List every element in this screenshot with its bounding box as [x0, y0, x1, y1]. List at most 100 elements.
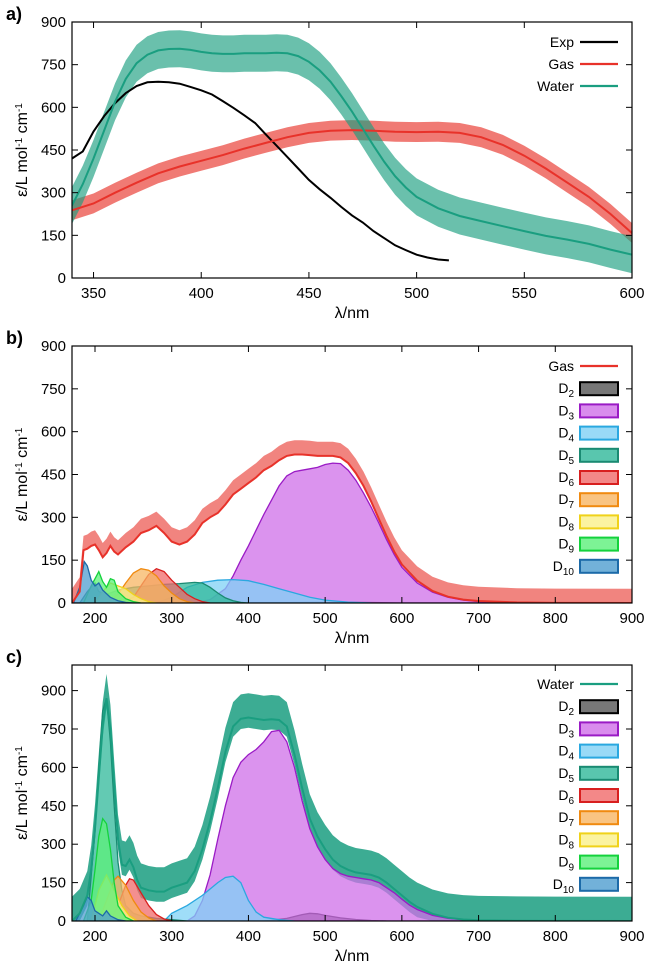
x-tick-label: 700 — [466, 610, 491, 627]
legend-label: D9 — [558, 854, 574, 874]
y-tick-label: 900 — [41, 338, 66, 355]
legend-swatch — [579, 832, 619, 848]
legend-label: Gas — [548, 56, 574, 72]
component-area-d4 — [163, 875, 295, 921]
y-tick-label: 150 — [41, 552, 66, 569]
legend-label: D9 — [558, 536, 574, 556]
component-area-d9 — [82, 817, 134, 921]
legend-label: D5 — [558, 447, 574, 467]
x-tick-label: 200 — [82, 610, 107, 627]
legend-label: D7 — [558, 491, 574, 511]
legend-swatch — [579, 788, 619, 803]
x-tick-label: 500 — [404, 285, 429, 302]
x-tick-label: 300 — [159, 610, 184, 627]
legend-label: D10 — [553, 558, 575, 578]
y-tick-label: 300 — [41, 185, 66, 202]
panel-label: b) — [6, 328, 23, 348]
plot-frame — [71, 664, 633, 922]
series-line-water — [72, 47, 632, 256]
y-tick-label: 0 — [58, 270, 66, 287]
series-band-gas — [72, 120, 632, 243]
legend-swatch — [579, 699, 619, 715]
plot-area — [72, 674, 632, 921]
legend-swatch — [579, 558, 619, 574]
legend-label: D10 — [553, 876, 575, 896]
x-tick-label: 550 — [512, 285, 537, 302]
x-tick-label: 300 — [159, 928, 184, 945]
legend-swatch — [579, 403, 619, 419]
y-tick-label: 900 — [41, 683, 66, 700]
x-tick-label: 200 — [82, 928, 107, 945]
x-tick-label: 800 — [543, 610, 568, 627]
y-tick-label: 450 — [41, 798, 66, 815]
x-tick-label: 400 — [236, 928, 261, 945]
legend-label: D3 — [558, 402, 574, 422]
y-tick-label: 150 — [41, 875, 66, 892]
legend-label: D6 — [558, 469, 574, 489]
y-tick-label: 300 — [41, 509, 66, 526]
y-tick-label: 600 — [41, 99, 66, 116]
legend-label: Water — [537, 676, 574, 692]
y-tick-label: 300 — [41, 836, 66, 853]
y-tick-label: 600 — [41, 424, 66, 441]
panel-label: a) — [6, 4, 22, 24]
total-line-gas — [72, 453, 632, 603]
legend-swatch — [579, 470, 619, 485]
panel-c: 0 150 300 450 600 750 900 200 300 400 500 600 700 800… — [6, 647, 645, 965]
legend-label: D4 — [558, 743, 574, 763]
legend-label: D5 — [558, 765, 574, 785]
legend-swatch — [579, 743, 619, 759]
y-tick-label: 150 — [41, 227, 66, 244]
legend-swatch — [579, 765, 619, 781]
legend-label: D4 — [558, 425, 574, 445]
x-tick-label: 350 — [81, 285, 106, 302]
panel-label: c) — [6, 647, 22, 667]
y-tick-label: 450 — [41, 467, 66, 484]
y-axis-label: ε/L mol-1 cm-1 — [14, 427, 32, 521]
legend-swatch — [579, 425, 619, 441]
x-axis-label: λ/nm — [335, 948, 370, 965]
legend-swatch — [579, 447, 619, 463]
legend-label: D2 — [558, 380, 574, 400]
legend-swatch — [579, 492, 619, 508]
y-axis-label: ε/L mol-1 cm-1 — [14, 103, 32, 197]
y-tick-label: 900 — [41, 14, 66, 31]
series-line-gas — [72, 129, 632, 234]
legend-swatch — [579, 854, 619, 870]
legend-label: D2 — [558, 698, 574, 718]
x-tick-label: 900 — [619, 928, 644, 945]
y-tick-label: 750 — [41, 381, 66, 398]
panel-b: 0 150 300 450 600 750 900 200 300 400 500 600 700 800… — [6, 328, 645, 647]
series-band-water — [72, 30, 632, 274]
legend-label: D8 — [558, 513, 574, 533]
legend-label: D3 — [558, 720, 574, 740]
x-tick-label: 800 — [543, 928, 568, 945]
x-axis-label: λ/nm — [335, 305, 370, 322]
plot-area — [72, 30, 632, 274]
y-tick-label: 0 — [58, 595, 66, 612]
legend-swatch — [579, 536, 619, 552]
panel-a: 0 150 300 450 600 750 900 350 400 450 500 550 600 λ/n… — [6, 4, 645, 322]
x-tick-label: 600 — [389, 928, 414, 945]
x-tick-label: 600 — [389, 610, 414, 627]
x-tick-label: 400 — [189, 285, 214, 302]
legend-swatch — [579, 721, 619, 737]
y-tick-label: 450 — [41, 142, 66, 159]
x-tick-label: 400 — [236, 610, 261, 627]
legend-label: D8 — [558, 831, 574, 851]
y-tick-label: 0 — [58, 913, 66, 930]
x-tick-label: 500 — [313, 928, 338, 945]
y-tick-label: 600 — [41, 759, 66, 776]
legend-swatch — [579, 514, 619, 530]
x-tick-label: 600 — [619, 285, 644, 302]
x-axis-label: λ/nm — [335, 630, 370, 647]
total-line-water — [72, 698, 632, 921]
y-axis-label: ε/L mol-1 cm-1 — [14, 746, 32, 840]
legend-swatch — [579, 876, 619, 892]
legend-label: D6 — [558, 787, 574, 807]
x-tick-label: 450 — [296, 285, 321, 302]
legend-swatch — [579, 381, 619, 397]
